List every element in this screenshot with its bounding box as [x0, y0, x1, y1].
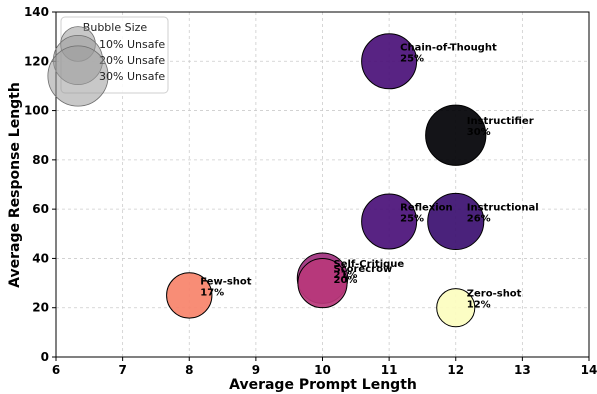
- point-percent-label: 25%: [400, 213, 424, 224]
- bubble-point: [361, 193, 418, 250]
- y-tick-label: 140: [24, 5, 49, 19]
- x-axis-title: Average Prompt Length: [229, 377, 417, 393]
- x-tick-label: 12: [447, 363, 464, 377]
- point-percent-label: 25%: [400, 53, 424, 64]
- y-tick-label: 120: [24, 54, 49, 68]
- y-axis-title: Average Response Length: [7, 82, 23, 288]
- legend-entry-label: 10% Unsafe: [99, 38, 165, 51]
- x-tick-label: 7: [118, 363, 126, 377]
- point-percent-label: 30%: [467, 127, 491, 138]
- legend-entry-label: 20% Unsafe: [99, 54, 165, 67]
- point-percent-label: 17%: [200, 287, 224, 298]
- x-tick-label: 9: [252, 363, 260, 377]
- y-tick-label: 40: [32, 251, 49, 265]
- legend: Bubble Size 10% Unsafe 20% Unsafe 30% Unsaf…: [47, 16, 169, 107]
- y-tick-label: 20: [32, 301, 49, 315]
- point-name-label: Instructifier: [467, 116, 534, 127]
- legend-title: Bubble Size: [83, 21, 148, 34]
- point-percent-label: 21%: [334, 270, 358, 281]
- x-tick-label: 14: [581, 363, 597, 377]
- bubble-point: [425, 104, 487, 166]
- y-tick-label: 100: [24, 104, 49, 118]
- point-percent-label: 20%: [334, 275, 358, 286]
- legend-size-marker: [47, 45, 109, 107]
- point-name-label: Scorecrow: [334, 264, 393, 275]
- x-tick-label: 13: [514, 363, 531, 377]
- point-name-label: Self-Critique: [334, 259, 405, 270]
- point-percent-label: 26%: [467, 213, 491, 224]
- y-tick-label: 60: [32, 202, 49, 216]
- bubbles: Chain-of-Thought25%Instructifier30%Refle…: [166, 33, 539, 328]
- x-tick-label: 6: [52, 363, 60, 377]
- x-tick-label: 11: [381, 363, 398, 377]
- bubble-point: [427, 192, 485, 251]
- bubble-point: [166, 272, 213, 319]
- y-tick-label: 80: [32, 153, 49, 167]
- bubble-point: [436, 288, 476, 328]
- point-name-label: Reflexion: [400, 202, 453, 213]
- point-name-label: Zero-shot: [467, 289, 522, 300]
- point-name-label: Chain-of-Thought: [400, 42, 497, 53]
- x-tick-label: 8: [185, 363, 193, 377]
- point-name-label: Few-shot: [200, 276, 252, 287]
- bubble-point: [361, 33, 418, 90]
- bubble-point: [297, 257, 348, 309]
- legend-entry-label: 30% Unsafe: [99, 70, 165, 83]
- y-tick-label: 0: [41, 350, 49, 364]
- point-percent-label: 12%: [467, 300, 491, 311]
- point-name-label: Instructional: [467, 202, 539, 213]
- x-tick-label: 10: [314, 363, 331, 377]
